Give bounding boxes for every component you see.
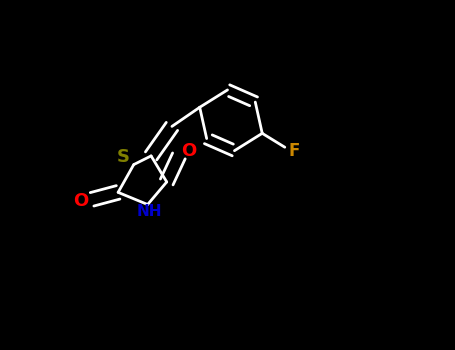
Text: NH: NH <box>136 204 162 219</box>
Text: F: F <box>288 142 300 160</box>
Text: O: O <box>181 142 196 160</box>
Text: S: S <box>117 148 130 166</box>
Text: O: O <box>73 192 89 210</box>
